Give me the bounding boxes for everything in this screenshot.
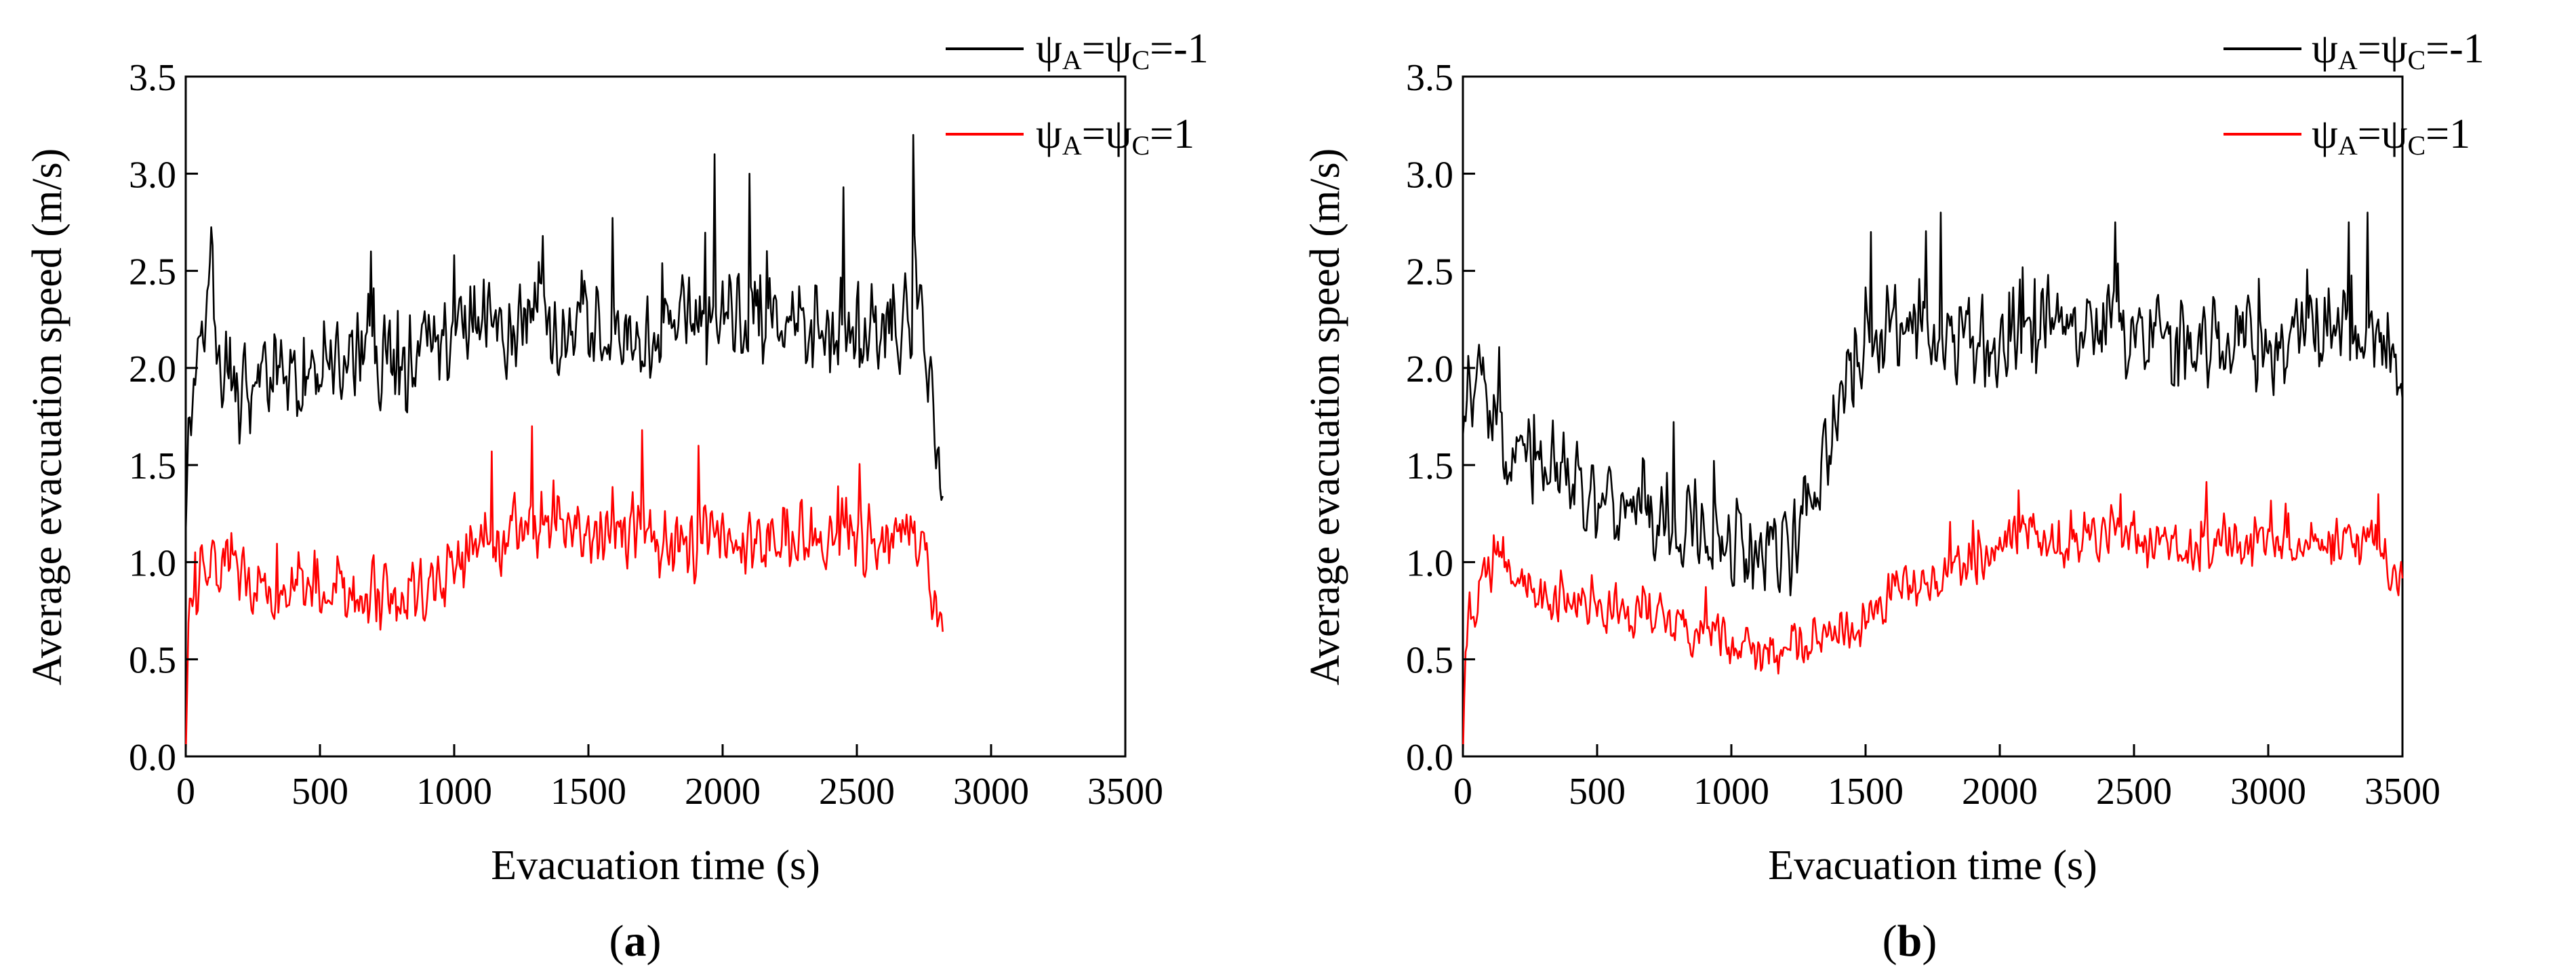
x-axis-title: Evacuation time (s) xyxy=(1768,842,2097,889)
y-tick-label: 1.5 xyxy=(1406,445,1453,487)
y-tick-label: 0.0 xyxy=(1406,737,1453,779)
y-tick-label: 2.0 xyxy=(1406,348,1453,390)
x-tick-label: 500 xyxy=(291,771,348,813)
x-tick-label: 3500 xyxy=(1087,771,1163,813)
x-tick-label: 2500 xyxy=(819,771,895,813)
x-tick-label: 3000 xyxy=(2230,771,2306,813)
y-tick-label: 0.5 xyxy=(129,640,176,682)
y-axis-title: Average evacuation speed (m/s) xyxy=(24,148,71,685)
x-tick-label: 0 xyxy=(176,771,195,813)
y-tick-label: 2.5 xyxy=(1406,251,1453,293)
series-line xyxy=(184,134,944,533)
x-axis-title: Evacuation time (s) xyxy=(491,842,820,889)
legend-entry: ψA=ψC=1 xyxy=(2223,111,2470,161)
x-tick-label: 1000 xyxy=(1693,771,1769,813)
legend: ψA=ψC=-1 ψA=ψC=1 xyxy=(946,26,1209,161)
plot-frame xyxy=(184,75,1127,758)
y-tick-label: 0.5 xyxy=(1406,640,1453,682)
series-line xyxy=(184,425,944,757)
x-tick-label: 2000 xyxy=(1962,771,2038,813)
y-tick-label: 1.0 xyxy=(1406,542,1453,584)
legend-label: ψA=ψC=-1 xyxy=(2312,26,2484,75)
series-layer xyxy=(184,134,944,757)
legend-label: ψA=ψC=1 xyxy=(2312,111,2470,161)
y-tick-marks xyxy=(1463,75,1475,758)
x-tick-label: 2000 xyxy=(685,771,761,813)
x-tick-label: 1500 xyxy=(550,771,626,813)
y-tick-marks xyxy=(186,75,198,758)
legend-label: ψA=ψC=1 xyxy=(1036,111,1194,161)
y-tick-label: 3.0 xyxy=(1406,154,1453,196)
legend-label: ψA=ψC=-1 xyxy=(1036,26,1209,75)
y-axis-title: Average evacuation speed (m/s) xyxy=(1302,148,1348,685)
x-tick-label: 0 xyxy=(1453,771,1472,813)
series-line xyxy=(1462,211,2404,596)
y-tick-label: 3.0 xyxy=(129,154,176,196)
y-tick-label: 2.0 xyxy=(129,348,176,390)
x-tick-marks xyxy=(184,744,1127,756)
y-tick-label: 1.0 xyxy=(129,542,176,584)
x-tick-labels: 0 500 1000 1500 2000 2500 3000 3500 xyxy=(176,771,1163,813)
y-tick-label: 2.5 xyxy=(129,251,176,293)
panel-caption: (b) xyxy=(1883,916,1937,966)
y-tick-label: 3.5 xyxy=(129,57,176,99)
series-line xyxy=(1462,481,2404,757)
series-layer xyxy=(1462,211,2404,757)
x-tick-label: 2500 xyxy=(2096,771,2172,813)
plot-frame xyxy=(1462,75,2404,758)
legend-entry: ψA=ψC=1 xyxy=(946,111,1194,161)
x-tick-label: 3500 xyxy=(2364,771,2440,813)
y-tick-label: 3.5 xyxy=(1406,57,1453,99)
chart-panel-b: 0 500 1000 1500 2000 2500 3000 3500 0.0 … xyxy=(1302,26,2484,966)
x-tick-marks xyxy=(1462,744,2404,756)
y-tick-labels: 0.0 0.5 1.0 1.5 2.0 2.5 3.0 3.5 xyxy=(1406,57,1453,779)
x-tick-labels: 0 500 1000 1500 2000 2500 3000 3500 xyxy=(1453,771,2440,813)
legend-entry: ψA=ψC=-1 xyxy=(946,26,1209,75)
x-tick-label: 3000 xyxy=(953,771,1029,813)
legend: ψA=ψC=-1 ψA=ψC=1 xyxy=(2223,26,2484,161)
y-tick-labels: 0.0 0.5 1.0 1.5 2.0 2.5 3.0 3.5 xyxy=(129,57,176,779)
y-tick-label: 0.0 xyxy=(129,737,176,779)
chart-panel-a: 0 500 1000 1500 2000 2500 3000 3500 0.0 … xyxy=(24,26,1209,966)
x-tick-label: 500 xyxy=(1569,771,1626,813)
x-tick-label: 1000 xyxy=(416,771,492,813)
y-tick-label: 1.5 xyxy=(129,445,176,487)
panel-caption: (a) xyxy=(609,916,662,966)
legend-entry: ψA=ψC=-1 xyxy=(2223,26,2484,75)
x-tick-label: 1500 xyxy=(1828,771,1904,813)
